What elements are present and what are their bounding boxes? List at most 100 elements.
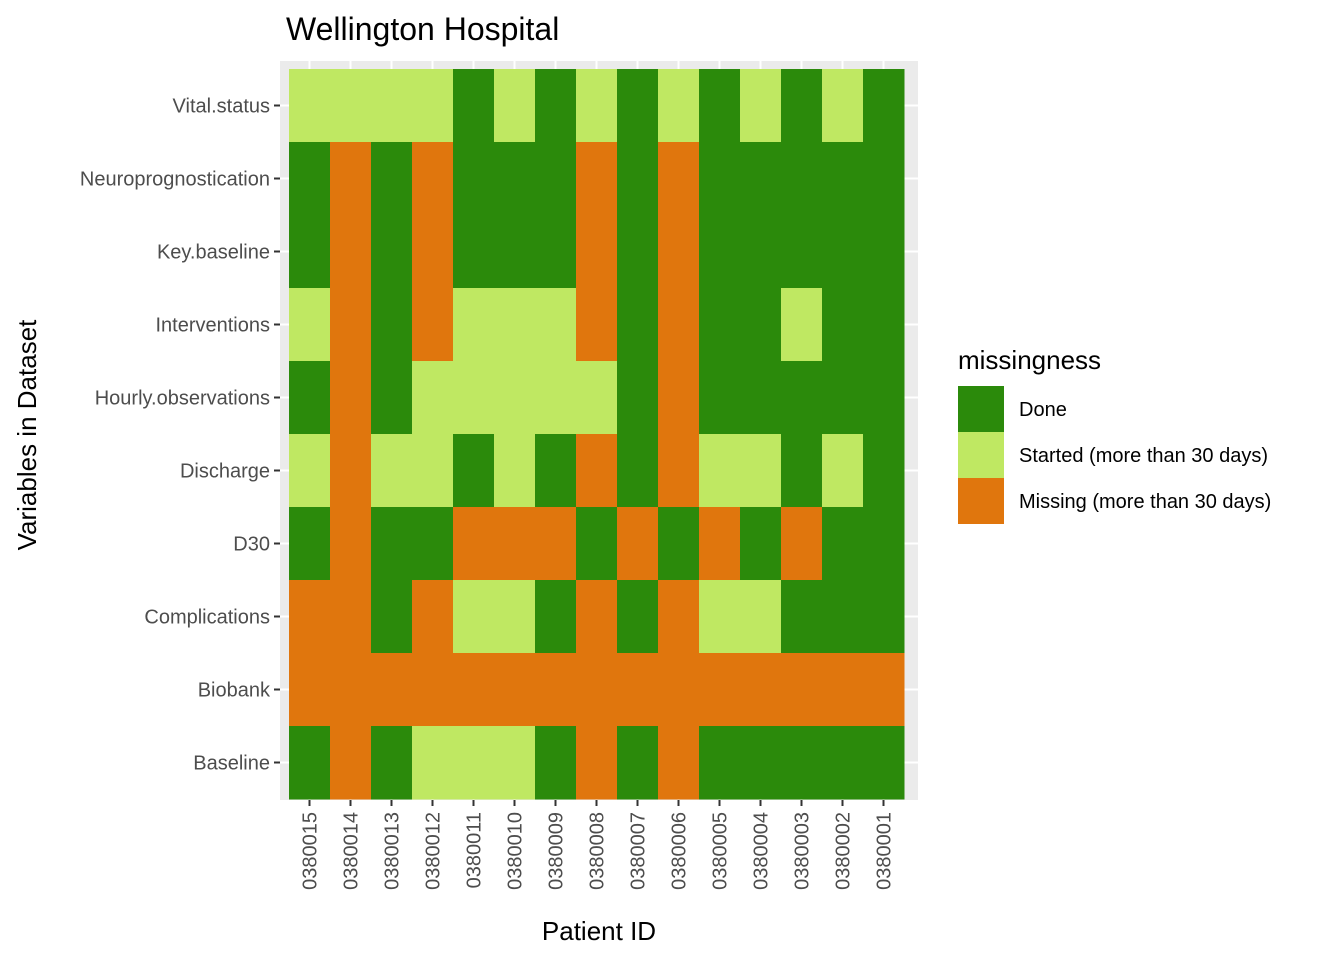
heatmap-cell <box>781 580 823 654</box>
heatmap-cell <box>535 69 577 143</box>
heatmap-cell <box>576 726 618 800</box>
x-tick-label: 0380007 <box>628 812 650 890</box>
heatmap-cell <box>289 215 331 289</box>
heatmap-cell <box>781 726 823 800</box>
x-tick-label: 0380008 <box>587 812 609 890</box>
x-tick-label: 0380010 <box>505 812 527 890</box>
heatmap-cell <box>740 361 782 435</box>
heatmap-cell <box>412 69 454 143</box>
heatmap-cell <box>781 361 823 435</box>
heatmap-cell <box>699 434 741 508</box>
heatmap-cell <box>371 434 413 508</box>
heatmap-cell <box>494 580 536 654</box>
y-tick-label: Discharge <box>180 461 270 483</box>
heatmap-cell <box>658 288 700 362</box>
x-tick-label: 0380003 <box>792 812 814 890</box>
heatmap-cell <box>453 288 495 362</box>
heatmap-cell <box>863 361 905 435</box>
heatmap-cell <box>453 215 495 289</box>
heatmap-cell <box>699 507 741 581</box>
y-axis-title: Variables in Dataset <box>12 319 42 551</box>
heatmap-cell <box>289 726 331 800</box>
heatmap-cell <box>781 215 823 289</box>
heatmap-cell <box>617 580 659 654</box>
heatmap-cell <box>330 726 372 800</box>
heatmap-cell <box>330 507 372 581</box>
heatmap-cell <box>781 434 823 508</box>
y-tick-label: Biobank <box>198 680 271 702</box>
heatmap-cell <box>453 726 495 800</box>
heatmap-cell <box>822 142 864 216</box>
heatmap-cell <box>781 653 823 727</box>
heatmap-cell <box>740 288 782 362</box>
heatmap-cell <box>330 288 372 362</box>
heatmap-cell <box>617 653 659 727</box>
heatmap-cell <box>617 434 659 508</box>
heatmap-cell <box>535 288 577 362</box>
heatmap-cell <box>781 142 823 216</box>
heatmap-cell <box>617 69 659 143</box>
heatmap-cell <box>494 361 536 435</box>
chart-title: Wellington Hospital <box>286 11 559 47</box>
heatmap-cell <box>740 215 782 289</box>
y-tick-label: Interventions <box>155 315 270 337</box>
heatmap-cell <box>740 69 782 143</box>
heatmap-cell <box>453 361 495 435</box>
heatmap-cell <box>412 507 454 581</box>
heatmap-cell <box>822 580 864 654</box>
heatmap-cell <box>699 361 741 435</box>
heatmap-cell <box>289 288 331 362</box>
legend-label: Done <box>1019 399 1067 421</box>
heatmap-cell <box>863 653 905 727</box>
heatmap-cell <box>699 653 741 727</box>
heatmap-cell <box>740 726 782 800</box>
heatmap-cell <box>535 580 577 654</box>
heatmap-cell <box>289 434 331 508</box>
heatmap-cell <box>699 580 741 654</box>
heatmap-cell <box>658 726 700 800</box>
heatmap-cell <box>658 653 700 727</box>
x-tick-label: 0380001 <box>874 812 896 890</box>
x-tick-label: 0380012 <box>423 812 445 890</box>
heatmap-cell <box>699 142 741 216</box>
heatmap-cell <box>371 507 413 581</box>
heatmap-cell <box>289 69 331 143</box>
heatmap-cell <box>535 653 577 727</box>
heatmap-cell <box>535 507 577 581</box>
heatmap-cell <box>494 288 536 362</box>
heatmap-cell <box>617 288 659 362</box>
x-tick-label: 0380014 <box>341 812 363 890</box>
heatmap-cell <box>535 361 577 435</box>
heatmap-cell <box>494 653 536 727</box>
heatmap-cell <box>822 653 864 727</box>
heatmap-cell <box>740 434 782 508</box>
heatmap-cell <box>781 507 823 581</box>
x-tick-label: 0380009 <box>546 812 568 890</box>
heatmap-cell <box>289 361 331 435</box>
x-axis-title: Patient ID <box>542 916 656 946</box>
heatmap-cell <box>822 361 864 435</box>
heatmap-cell <box>822 69 864 143</box>
heatmap-cell <box>781 288 823 362</box>
heatmap-cell <box>330 361 372 435</box>
heatmap-cell <box>330 142 372 216</box>
heatmap-cell <box>863 288 905 362</box>
legend-title: missingness <box>958 345 1101 375</box>
y-tick-label: Vital.status <box>173 96 270 118</box>
heatmap-cell <box>576 215 618 289</box>
heatmap-cell <box>617 361 659 435</box>
heatmap-cell <box>658 69 700 143</box>
heatmap-cell <box>494 69 536 143</box>
heatmap-cell <box>494 726 536 800</box>
y-axis: Vital.status Neuroprognostication Key.base… <box>80 96 280 775</box>
heatmap-cell <box>412 142 454 216</box>
heatmap-cell <box>289 580 331 654</box>
heatmap-cell <box>371 653 413 727</box>
heatmap-cell <box>658 507 700 581</box>
heatmap-cell <box>617 215 659 289</box>
heatmap-cell <box>371 215 413 289</box>
heatmap-cell <box>535 215 577 289</box>
heatmap-cell <box>289 507 331 581</box>
heatmap-cell <box>453 580 495 654</box>
heatmap-cell <box>576 507 618 581</box>
